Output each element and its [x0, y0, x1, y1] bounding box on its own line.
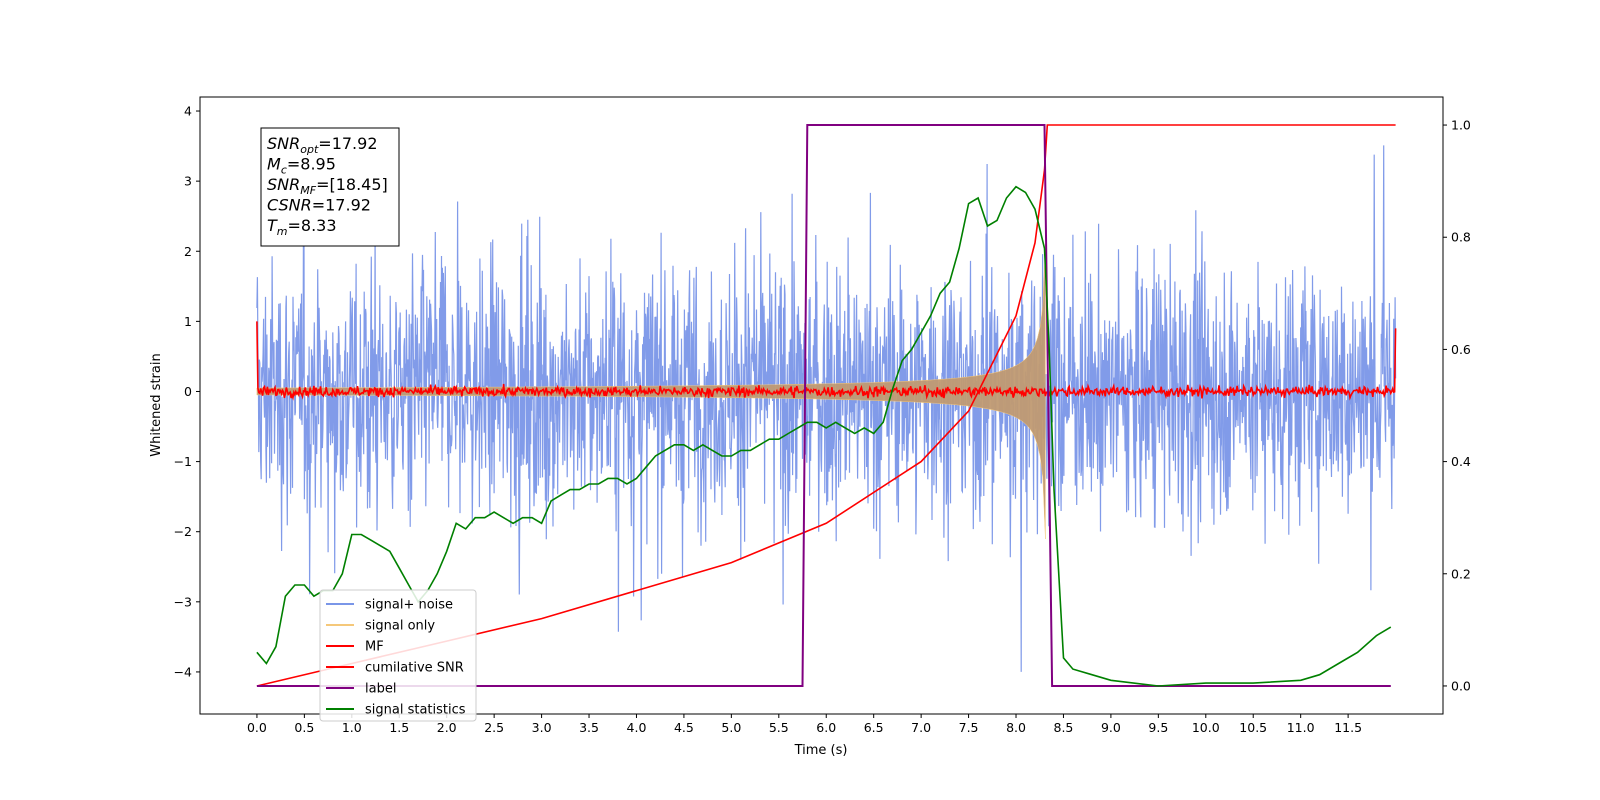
- annotation-value: =8.95: [287, 155, 336, 174]
- x-tick-label: 9.0: [1101, 720, 1121, 735]
- series-label: [256, 124, 1391, 687]
- x-tick-label: 9.5: [1148, 720, 1168, 735]
- x-tick-label: 8.5: [1054, 720, 1074, 735]
- legend-label: signal only: [365, 619, 435, 634]
- y-tick-label: 2: [184, 244, 192, 259]
- y-axis-right: 1.0 0.8 0.6 0.4 0.2 0.0: [1443, 118, 1471, 693]
- annotation-frame: [260, 127, 400, 247]
- legend: signal+ noise signal only MF cumilative SNR…: [319, 589, 477, 722]
- annotation-subscript: MF: [300, 184, 316, 197]
- x-tick-label: 0.5: [294, 720, 314, 735]
- y2-tick-label: 0.0: [1451, 678, 1471, 693]
- x-tick-label: 1.5: [389, 720, 409, 735]
- x-tick-label: 11.5: [1334, 720, 1362, 735]
- x-tick-label: 5.0: [721, 720, 741, 735]
- x-axis: 0.0 0.5 1.0 1.5 2.0 2.5 3.0 3.5 4.0 4.5 5.0 5.5 6.0 6…: [247, 714, 1362, 735]
- y-tick-label: 3: [184, 174, 192, 189]
- y-tick-label: 0: [184, 384, 192, 399]
- annotation-symbol: SNR: [267, 175, 300, 194]
- x-tick-label: 4.5: [674, 720, 694, 735]
- annotation-value: =[18.45]: [316, 175, 388, 194]
- x-tick-label: 10.5: [1239, 720, 1267, 735]
- y2-tick-label: 0.2: [1451, 566, 1471, 581]
- x-tick-label: 3.5: [579, 720, 599, 735]
- x-axis-label: Time (s): [794, 743, 848, 758]
- x-tick-label: 11.0: [1287, 720, 1315, 735]
- annotation-value: =17.92: [318, 134, 377, 153]
- annotation-symbol: CSNR: [267, 196, 312, 215]
- y-tick-label: −1: [174, 454, 192, 469]
- legend-label: signal statistics: [365, 703, 466, 718]
- x-tick-label: 0.0: [247, 720, 267, 735]
- x-tick-label: 4.0: [627, 720, 647, 735]
- x-tick-label: 6.5: [864, 720, 884, 735]
- x-tick-label: 8.0: [1006, 720, 1026, 735]
- y-tick-label: −2: [174, 524, 192, 539]
- y-tick-label: 4: [184, 104, 192, 119]
- annotation-subscript: m: [277, 225, 288, 238]
- y2-tick-label: 0.8: [1451, 230, 1471, 245]
- annotation-line: SNRMF=[18.45]: [267, 175, 388, 197]
- y-axis-label: Whitened strain: [149, 353, 164, 456]
- annotation-subscript: opt: [300, 143, 319, 156]
- x-tick-label: 7.0: [911, 720, 931, 735]
- x-tick-label: 10.0: [1192, 720, 1220, 735]
- stats-annotation-box: SNRopt=17.92Mc=8.95SNRMF=[18.45]CSNR=17.…: [260, 127, 400, 247]
- x-tick-label: 3.0: [532, 720, 552, 735]
- y-tick-label: −3: [174, 594, 192, 609]
- x-tick-label: 6.0: [816, 720, 836, 735]
- x-tick-label: 5.5: [769, 720, 789, 735]
- x-tick-label: 2.5: [484, 720, 504, 735]
- y-axis-left: 4 3 2 1 0 −1 −2 −3 −4: [174, 104, 200, 679]
- annotation-symbol: T: [267, 216, 278, 235]
- axes-frame: [199, 96, 1444, 715]
- annotation-value: =8.33: [288, 216, 337, 235]
- annotation-symbol: SNR: [267, 134, 300, 153]
- annotation-subscript: c: [281, 164, 287, 177]
- annotation-value: =17.92: [312, 196, 371, 215]
- legend-label: MF: [365, 640, 384, 655]
- series-mf: [256, 321, 1397, 401]
- annotation-line: Mc=8.95: [267, 155, 336, 177]
- annotation-line: CSNR=17.92: [267, 196, 371, 215]
- x-tick-label: 7.5: [959, 720, 979, 735]
- y2-tick-label: 0.4: [1451, 454, 1471, 469]
- x-tick-label: 2.0: [437, 720, 457, 735]
- y2-tick-label: 1.0: [1451, 118, 1471, 133]
- x-tick-label: 1.0: [342, 720, 362, 735]
- y-tick-label: 1: [184, 314, 192, 329]
- y-tick-label: −4: [174, 664, 192, 679]
- annotation-line: SNRopt=17.92: [267, 134, 378, 156]
- series-signal-plus-noise: [256, 145, 1397, 672]
- legend-label: cumilative SNR: [365, 661, 464, 676]
- annotation-symbol: M: [267, 155, 281, 174]
- legend-label: label: [365, 682, 396, 697]
- legend-label: signal+ noise: [365, 598, 453, 613]
- y2-tick-label: 0.6: [1451, 342, 1471, 357]
- legend-frame: [319, 589, 477, 722]
- annotation-line: Tm=8.33: [267, 216, 337, 238]
